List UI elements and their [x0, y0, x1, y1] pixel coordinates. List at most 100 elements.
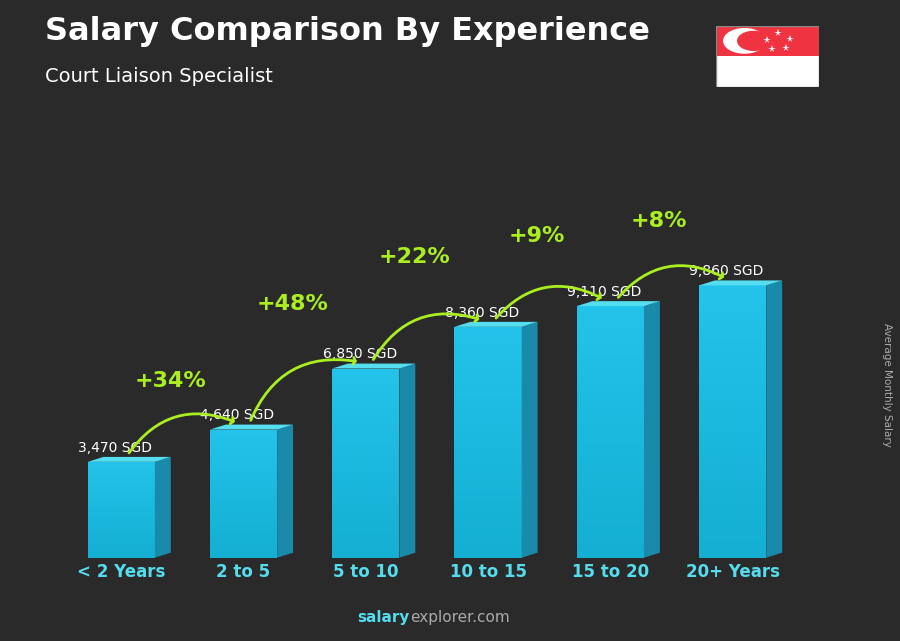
Bar [454, 477, 522, 481]
Bar [210, 485, 277, 487]
Bar [699, 399, 766, 403]
Bar [210, 551, 277, 553]
Bar [210, 468, 277, 470]
Bar [716, 26, 819, 56]
Bar [332, 431, 400, 435]
Bar [454, 446, 522, 450]
Bar [210, 481, 277, 483]
Bar [577, 549, 644, 553]
Polygon shape [699, 281, 782, 285]
Bar [332, 390, 400, 394]
Bar [454, 515, 522, 519]
Bar [454, 458, 522, 462]
Bar [699, 521, 766, 526]
Bar [577, 335, 644, 340]
Bar [699, 412, 766, 417]
Bar [332, 476, 400, 479]
Bar [87, 524, 155, 526]
Bar [210, 545, 277, 547]
Bar [87, 495, 155, 497]
Bar [332, 369, 400, 372]
Bar [210, 440, 277, 442]
Text: 9,860 SGD: 9,860 SGD [689, 264, 764, 278]
Bar [454, 438, 522, 442]
Bar [454, 435, 522, 438]
Bar [332, 504, 400, 507]
Bar [699, 326, 766, 331]
Bar [577, 356, 644, 361]
Bar [577, 495, 644, 499]
Bar [699, 358, 766, 363]
Bar [577, 394, 644, 398]
Bar [332, 425, 400, 428]
Bar [699, 517, 766, 521]
Text: salary: salary [357, 610, 410, 625]
Bar [699, 317, 766, 322]
Bar [87, 486, 155, 487]
Bar [332, 444, 400, 447]
Bar [210, 543, 277, 545]
Bar [210, 521, 277, 524]
Bar [699, 494, 766, 499]
Bar [577, 545, 644, 549]
Bar [332, 466, 400, 469]
Bar [332, 397, 400, 400]
Bar [332, 498, 400, 501]
Circle shape [724, 29, 765, 53]
Bar [332, 551, 400, 554]
Bar [87, 513, 155, 515]
Bar [87, 483, 155, 484]
Bar [210, 511, 277, 513]
Bar [699, 435, 766, 440]
Text: Salary Comparison By Experience: Salary Comparison By Experience [45, 16, 650, 47]
Bar [332, 510, 400, 513]
Bar [332, 513, 400, 517]
Bar [454, 331, 522, 335]
Bar [577, 315, 644, 319]
Bar [87, 476, 155, 478]
Bar [332, 381, 400, 385]
Bar [332, 441, 400, 444]
Bar [210, 431, 277, 434]
Bar [577, 453, 644, 457]
Bar [87, 471, 155, 473]
Bar [332, 507, 400, 510]
Bar [332, 454, 400, 457]
Bar [332, 554, 400, 558]
Bar [454, 350, 522, 354]
Bar [87, 519, 155, 521]
Bar [454, 419, 522, 423]
Bar [210, 547, 277, 549]
Bar [87, 474, 155, 476]
Bar [454, 485, 522, 488]
Bar [454, 550, 522, 554]
Bar [577, 524, 644, 528]
Bar [210, 466, 277, 468]
Bar [454, 488, 522, 492]
Bar [87, 535, 155, 537]
Bar [332, 536, 400, 538]
Polygon shape [400, 363, 415, 558]
Bar [577, 474, 644, 478]
Bar [87, 537, 155, 538]
Bar [454, 354, 522, 358]
Bar [332, 403, 400, 406]
Bar [577, 344, 644, 348]
Bar [87, 542, 155, 544]
Bar [332, 406, 400, 410]
Text: +8%: +8% [631, 211, 688, 231]
Bar [577, 390, 644, 394]
Bar [87, 497, 155, 499]
Bar [210, 447, 277, 449]
Bar [577, 490, 644, 495]
Text: 3,470 SGD: 3,470 SGD [78, 440, 152, 454]
Bar [332, 400, 400, 403]
Bar [210, 442, 277, 444]
Bar [577, 470, 644, 474]
Bar [210, 434, 277, 436]
Bar [332, 451, 400, 454]
Bar [87, 489, 155, 490]
Bar [87, 548, 155, 550]
Bar [332, 548, 400, 551]
Bar [87, 529, 155, 531]
